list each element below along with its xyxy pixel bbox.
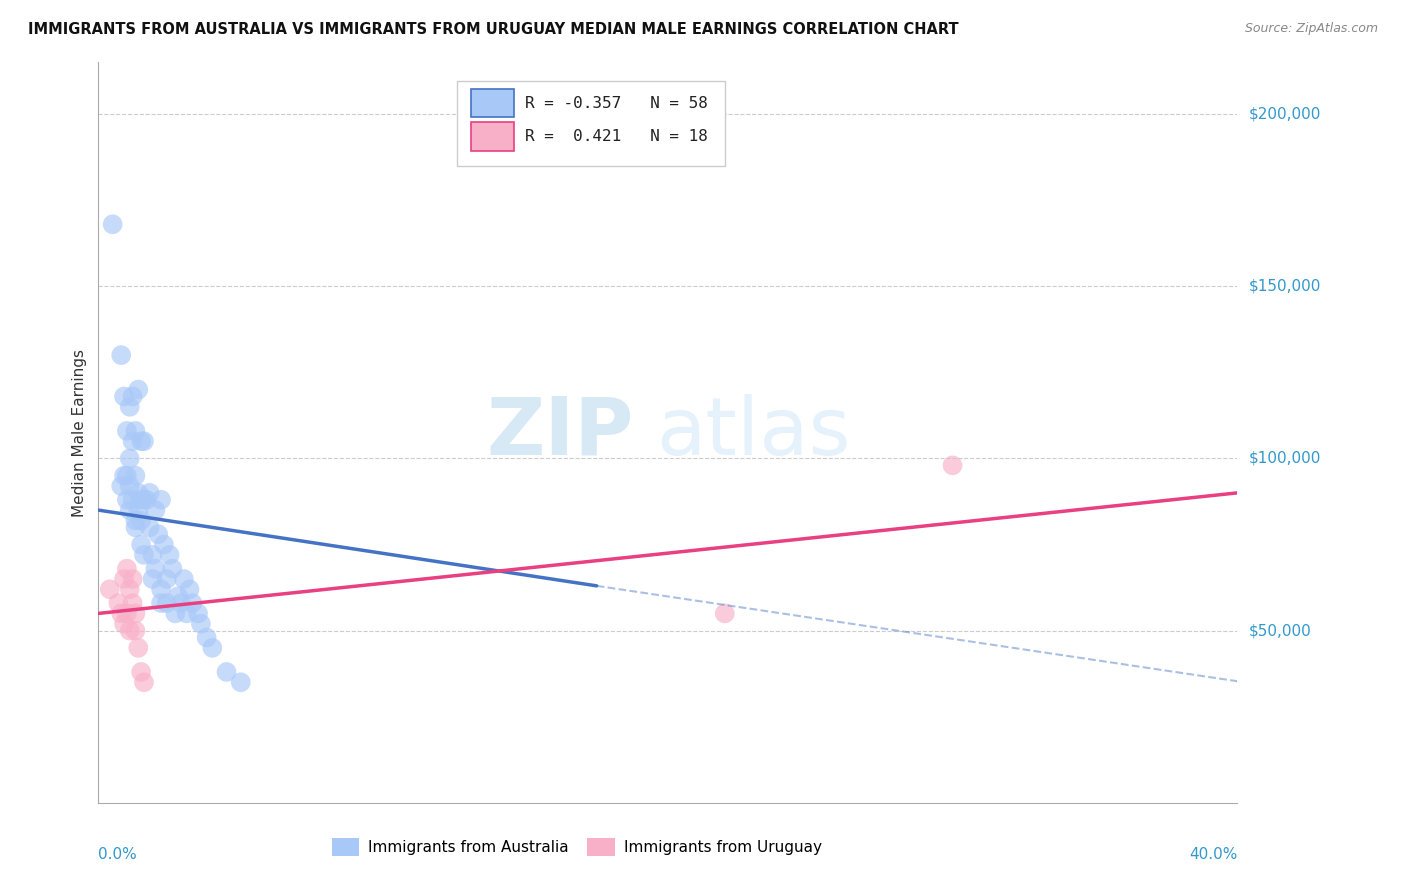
Point — [124, 520, 146, 534]
Point — [156, 596, 179, 610]
Point — [121, 492, 143, 507]
Point — [215, 665, 238, 679]
Point — [156, 572, 179, 586]
Y-axis label: Median Male Earnings: Median Male Earnings — [72, 349, 87, 516]
Point — [129, 665, 152, 679]
Point — [176, 607, 198, 621]
Point — [135, 492, 157, 507]
Point — [167, 589, 190, 603]
Point — [132, 434, 155, 449]
Point — [115, 424, 138, 438]
Point — [118, 503, 141, 517]
Text: atlas: atlas — [657, 393, 851, 472]
Point — [132, 492, 155, 507]
Point — [179, 582, 201, 597]
Point — [165, 607, 187, 621]
Point — [162, 561, 184, 575]
Point — [124, 624, 146, 638]
Point — [121, 596, 143, 610]
Point — [150, 596, 173, 610]
Point — [127, 503, 149, 517]
Point — [110, 479, 132, 493]
Text: IMMIGRANTS FROM AUSTRALIA VS IMMIGRANTS FROM URUGUAY MEDIAN MALE EARNINGS CORREL: IMMIGRANTS FROM AUSTRALIA VS IMMIGRANTS … — [28, 22, 959, 37]
Point — [101, 217, 124, 231]
Point — [129, 434, 152, 449]
Point — [129, 492, 152, 507]
FancyBboxPatch shape — [471, 89, 515, 117]
Point — [138, 520, 160, 534]
Point — [112, 572, 135, 586]
Point — [141, 572, 163, 586]
Point — [145, 503, 167, 517]
Point — [110, 348, 132, 362]
Text: 0.0%: 0.0% — [98, 847, 138, 863]
Point — [195, 631, 218, 645]
Point — [115, 561, 138, 575]
Point — [129, 537, 152, 551]
Point — [714, 607, 737, 621]
Point — [98, 582, 121, 597]
Point — [127, 640, 149, 655]
Text: 40.0%: 40.0% — [1189, 847, 1237, 863]
Point — [121, 572, 143, 586]
Point — [190, 616, 212, 631]
Point — [145, 561, 167, 575]
Point — [153, 537, 176, 551]
Point — [124, 468, 146, 483]
Point — [121, 434, 143, 449]
Point — [118, 400, 141, 414]
Point — [112, 616, 135, 631]
Point — [127, 486, 149, 500]
FancyBboxPatch shape — [457, 81, 725, 166]
Point — [201, 640, 224, 655]
Point — [118, 451, 141, 466]
Point — [173, 572, 195, 586]
FancyBboxPatch shape — [471, 122, 515, 151]
Point — [148, 527, 170, 541]
Point — [118, 624, 141, 638]
Point — [110, 607, 132, 621]
Point — [138, 486, 160, 500]
Text: $50,000: $50,000 — [1249, 624, 1312, 638]
Point — [181, 596, 204, 610]
Point — [112, 468, 135, 483]
Point — [118, 479, 141, 493]
Text: R = -0.357   N = 58: R = -0.357 N = 58 — [526, 95, 709, 111]
Point — [129, 513, 152, 527]
Legend: Immigrants from Australia, Immigrants from Uruguay: Immigrants from Australia, Immigrants fr… — [325, 832, 828, 862]
Point — [132, 675, 155, 690]
Text: ZIP: ZIP — [486, 393, 634, 472]
Point — [187, 607, 209, 621]
Point — [115, 607, 138, 621]
Point — [229, 675, 252, 690]
Point — [112, 389, 135, 403]
Point — [118, 582, 141, 597]
Text: Source: ZipAtlas.com: Source: ZipAtlas.com — [1244, 22, 1378, 36]
Point — [115, 468, 138, 483]
Point — [124, 607, 146, 621]
Point — [942, 458, 965, 473]
Text: $100,000: $100,000 — [1249, 451, 1320, 466]
Point — [150, 582, 173, 597]
Text: R =  0.421   N = 18: R = 0.421 N = 18 — [526, 129, 709, 144]
Text: $200,000: $200,000 — [1249, 106, 1320, 121]
Point — [150, 492, 173, 507]
Text: $150,000: $150,000 — [1249, 279, 1320, 293]
Point — [115, 492, 138, 507]
Point — [121, 389, 143, 403]
Point — [127, 383, 149, 397]
Point — [159, 548, 181, 562]
Point — [107, 596, 129, 610]
Point — [124, 513, 146, 527]
Point — [124, 424, 146, 438]
Point — [170, 596, 193, 610]
Point — [132, 548, 155, 562]
Point — [141, 548, 163, 562]
